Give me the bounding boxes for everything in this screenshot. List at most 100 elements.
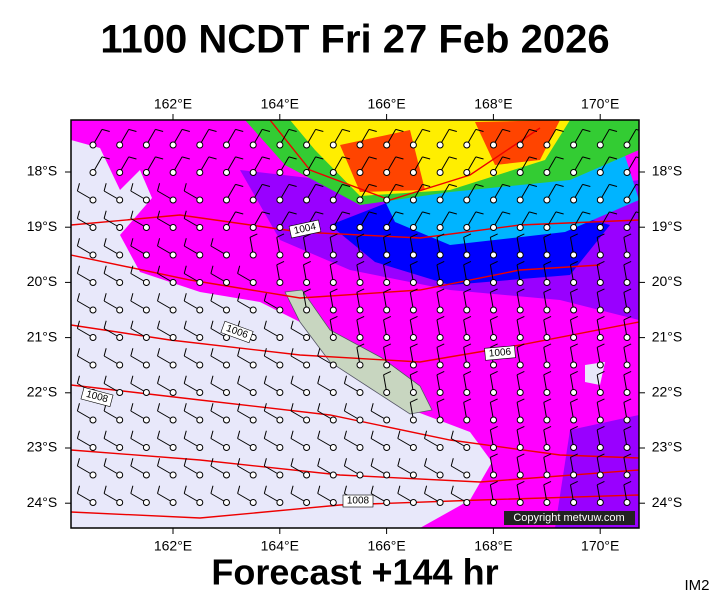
barb-station: [223, 416, 230, 424]
barb-station: [596, 196, 604, 204]
barb-station: [89, 444, 97, 451]
wind-barb: [489, 288, 498, 314]
barb-feather: [623, 343, 632, 348]
barb-feather: [317, 348, 321, 357]
barb-station: [223, 444, 230, 451]
wind-barb: [543, 398, 552, 424]
barb-station: [356, 361, 364, 369]
barb-station: [543, 306, 551, 314]
wind-barb: [290, 375, 311, 396]
wind-barb: [436, 156, 457, 176]
wind-barb: [569, 288, 578, 314]
wind-barb: [463, 128, 484, 149]
wind-barb: [463, 183, 484, 204]
barb-feather: [383, 315, 392, 321]
wind-barb: [436, 260, 445, 286]
barb-station: [169, 169, 177, 176]
barb-feather: [395, 156, 404, 160]
wind-barb: [424, 430, 444, 451]
wind-barb: [450, 430, 471, 451]
barb-feather: [623, 480, 632, 486]
wind-barb: [370, 403, 391, 424]
barb-station: [356, 224, 364, 231]
barb-station: [409, 471, 417, 479]
barb-feather: [502, 211, 511, 215]
barb-feather: [342, 156, 351, 160]
barb-feather: [623, 315, 632, 321]
barb-station: [303, 499, 311, 506]
barb-feather: [490, 233, 498, 238]
barb-station: [276, 389, 284, 396]
wind-barb: [383, 288, 392, 314]
wind-barb: [302, 288, 311, 314]
barb-feather: [155, 128, 164, 132]
wind-barb: [103, 265, 124, 286]
barb-station: [329, 306, 337, 314]
barb-feather: [424, 430, 428, 439]
barb-feather: [103, 293, 107, 302]
barb-station: [383, 251, 391, 259]
barb-station: [516, 499, 524, 506]
barb-feather: [103, 183, 107, 192]
barb-station: [276, 224, 284, 231]
barb-station: [142, 169, 150, 176]
barb-feather: [329, 260, 338, 266]
barb-station: [89, 279, 97, 286]
barb-station: [516, 471, 524, 479]
wind-barb: [436, 233, 445, 259]
wind-barb: [436, 128, 457, 149]
wind-barb: [516, 398, 525, 424]
barb-station: [463, 444, 471, 451]
barb-feather: [490, 453, 498, 458]
wind-barb: [130, 458, 150, 479]
wind-barb: [76, 183, 97, 204]
barb-feather: [516, 453, 525, 458]
barb-feather: [502, 156, 511, 160]
barb-feather: [130, 348, 134, 357]
barb-station: [596, 306, 604, 314]
barb-feather: [555, 156, 564, 160]
barb-feather: [410, 370, 418, 376]
barb-feather: [235, 156, 244, 160]
barb-station: [116, 444, 124, 451]
wind-barb: [76, 320, 97, 341]
barb-station: [490, 499, 497, 506]
barb-station: [463, 224, 471, 231]
wind-barb: [263, 430, 284, 451]
wind-barb: [356, 260, 365, 286]
barb-feather: [237, 293, 241, 302]
lat-label: 22°S: [652, 384, 683, 400]
wind-barb: [237, 403, 257, 424]
barb-station: [463, 196, 471, 204]
barb-station: [116, 361, 124, 369]
barb-feather: [342, 211, 351, 215]
lon-label: 162°E: [154, 96, 192, 112]
barb-station: [329, 169, 337, 176]
wind-barb: [463, 156, 484, 176]
barb-station: [142, 334, 150, 341]
barb-feather: [623, 425, 632, 431]
barb-station: [356, 306, 364, 314]
wind-barb: [103, 430, 124, 451]
lat-label: 21°S: [27, 328, 58, 344]
map-field: [71, 120, 639, 528]
wind-barb: [157, 485, 177, 506]
wind-barb: [489, 398, 498, 424]
barb-feather: [370, 458, 374, 467]
barb-feather: [570, 343, 578, 348]
barb-station: [436, 416, 444, 424]
barb-feather: [130, 485, 134, 494]
barb-feather: [103, 430, 107, 439]
wind-barb: [570, 183, 591, 204]
barb-station: [463, 141, 471, 149]
barb-station: [436, 471, 444, 479]
barb-feather: [208, 156, 217, 160]
barb-feather: [210, 238, 214, 247]
wind-barb: [356, 315, 365, 341]
wind-barb: [183, 458, 204, 479]
barb-station: [356, 471, 364, 479]
barb-feather: [490, 315, 498, 321]
barb-station: [490, 251, 497, 259]
barb-feather: [383, 288, 392, 293]
barb-feather: [183, 430, 187, 439]
